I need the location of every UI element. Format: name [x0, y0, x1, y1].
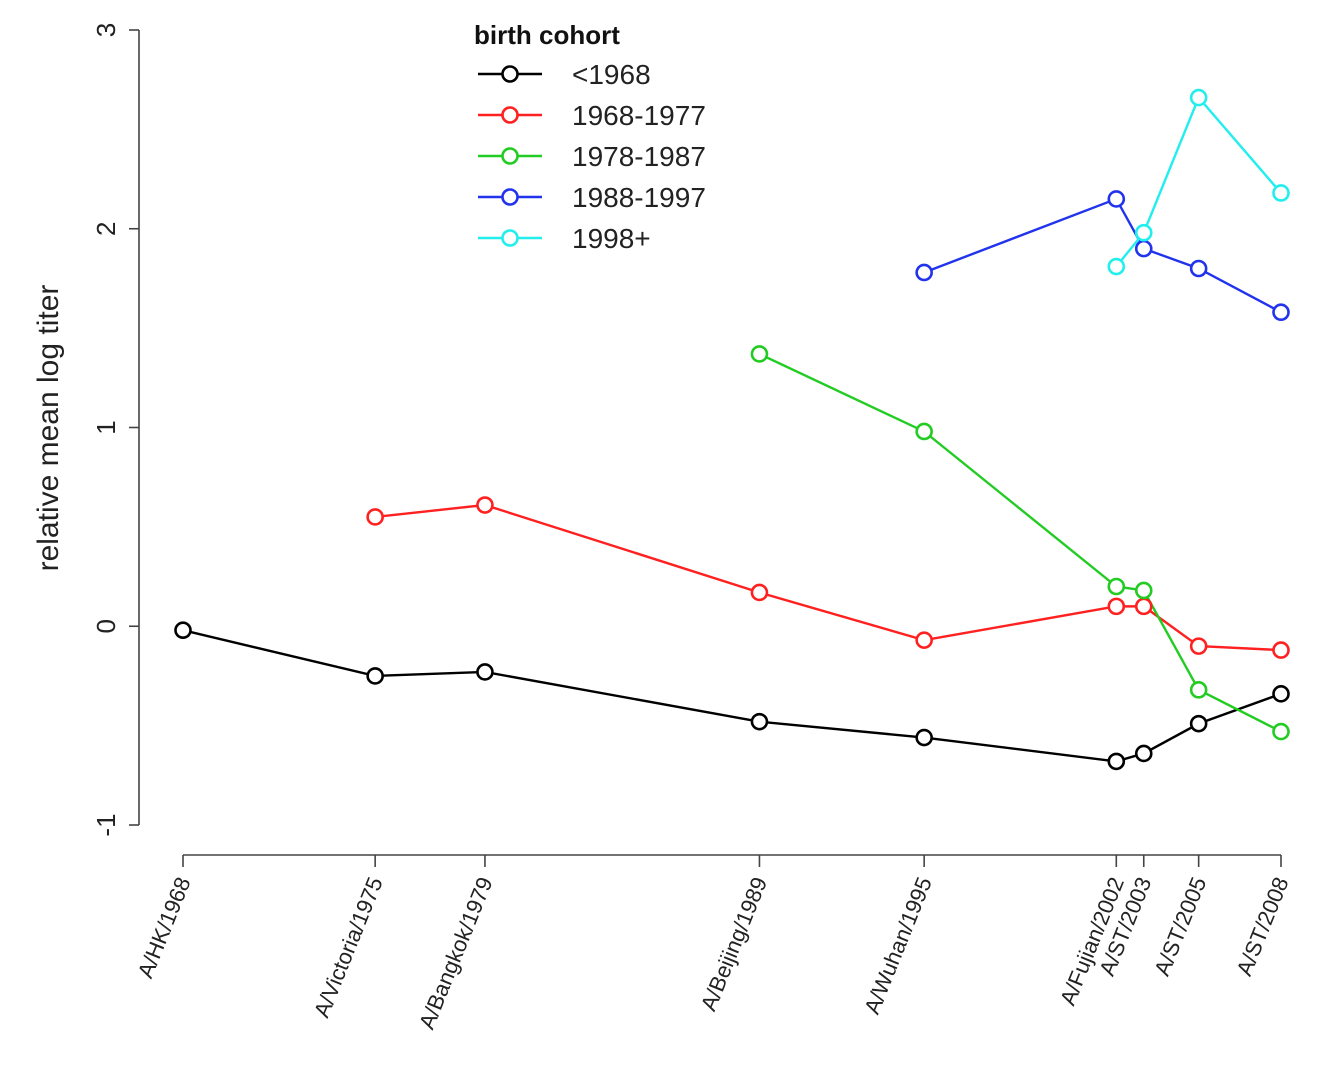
series-lines [182, 95, 1282, 763]
series-line-1998plus [1115, 95, 1282, 268]
series-line-1968-1977 [375, 503, 1282, 652]
data-point-1968-1977 [1107, 597, 1126, 616]
x-tick-label: A/Bangkok/1979 [414, 874, 498, 1033]
data-point-lt1968 [476, 663, 494, 681]
data-point-1998plus [1107, 257, 1126, 276]
data-point-lt1968 [366, 667, 384, 685]
y-ticks: -1 0 1 2 3 [91, 23, 139, 837]
data-point-1978-1987 [1134, 581, 1153, 600]
y-tick-label: 0 [91, 619, 121, 633]
legend-swatch-marker [501, 147, 519, 165]
y-tick-label: 2 [91, 222, 121, 236]
data-point-1978-1987 [1272, 722, 1290, 741]
data-point-lt1968 [750, 712, 769, 731]
x-tick-label: A/Beijing/1989 [696, 874, 772, 1015]
data-point-1988-1997 [1189, 259, 1208, 278]
data-point-lt1968 [1107, 752, 1126, 771]
data-point-1978-1987 [750, 345, 769, 363]
x-tick-label: A/Wuhan/1995 [859, 874, 937, 1018]
legend-label-1968-1977: 1968-1977 [572, 100, 706, 131]
series-line-1978-1987 [758, 352, 1282, 733]
x-ticks: A/HK/1968 A/Victoria/1975 A/Bangkok/1979 A/… [133, 855, 1294, 1033]
legend-swatch-marker [501, 229, 519, 247]
series-line-1988-1997 [923, 197, 1282, 314]
series-points [174, 88, 1290, 771]
data-point-1968-1977 [1134, 597, 1153, 616]
legend-label-1998plus: 1998+ [572, 223, 651, 254]
data-point-1968-1977 [915, 631, 933, 649]
data-point-lt1968 [915, 728, 933, 747]
data-point-1968-1977 [476, 496, 494, 514]
y-tick-label: 3 [91, 23, 121, 37]
data-point-1968-1977 [366, 508, 384, 526]
x-tick-label: A/HK/1968 [133, 874, 196, 982]
data-point-1998plus [1134, 223, 1153, 242]
data-point-1998plus [1272, 184, 1290, 202]
data-point-1988-1997 [1134, 239, 1153, 258]
data-point-1978-1987 [1107, 577, 1126, 596]
x-tick-label: A/ST/2008 [1232, 874, 1294, 980]
data-point-1968-1977 [1272, 641, 1290, 659]
data-point-1988-1997 [915, 263, 933, 282]
data-point-1998plus [1189, 88, 1208, 107]
legend: birth cohort <1968 1968-1977 1978-1987 1988… [474, 20, 706, 254]
x-tick-label: A/ST/2005 [1149, 874, 1211, 980]
series-line-lt1968 [182, 629, 1282, 763]
data-point-1968-1977 [750, 583, 769, 602]
legend-swatch-marker [501, 106, 519, 124]
y-tick-label: -1 [91, 813, 121, 836]
data-point-lt1968 [1272, 685, 1290, 703]
y-axis-label: relative mean log titer [32, 285, 65, 572]
legend-swatch-marker [501, 65, 519, 83]
y-tick-label: 1 [91, 420, 121, 434]
legend-label-lt1968: <1968 [572, 59, 651, 90]
legend-swatch-marker [501, 188, 519, 206]
data-point-lt1968 [1134, 744, 1153, 763]
legend-title: birth cohort [474, 20, 620, 50]
legend-items: <1968 1968-1977 1978-1987 1988-1997 1998+ [478, 59, 706, 254]
data-point-1988-1997 [1107, 190, 1126, 208]
data-point-1988-1997 [1272, 303, 1290, 322]
data-point-1978-1987 [1189, 681, 1208, 699]
x-tick-label: A/Victoria/1975 [309, 874, 388, 1021]
data-point-lt1968 [174, 621, 192, 640]
data-point-1978-1987 [915, 422, 933, 441]
legend-label-1978-1987: 1978-1987 [572, 141, 706, 172]
data-point-1968-1977 [1189, 637, 1208, 655]
data-point-lt1968 [1189, 714, 1208, 733]
legend-label-1988-1997: 1988-1997 [572, 182, 706, 213]
